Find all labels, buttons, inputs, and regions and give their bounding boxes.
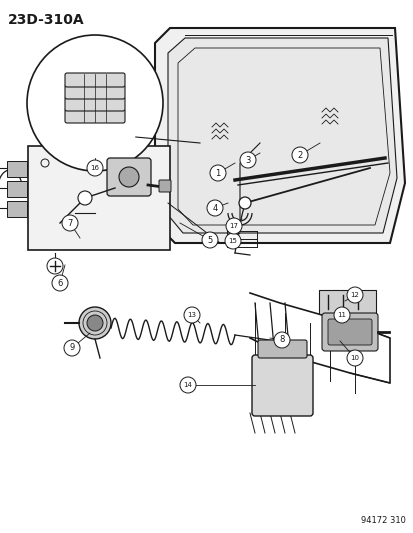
FancyBboxPatch shape <box>7 201 27 217</box>
FancyBboxPatch shape <box>65 109 125 123</box>
Text: 7: 7 <box>67 219 73 228</box>
Circle shape <box>87 160 103 176</box>
Circle shape <box>79 307 111 339</box>
Circle shape <box>183 307 199 323</box>
Text: 94172 310: 94172 310 <box>360 516 405 525</box>
Text: 17: 17 <box>229 223 238 229</box>
FancyBboxPatch shape <box>327 319 371 345</box>
Text: 13: 13 <box>187 312 196 318</box>
Polygon shape <box>154 28 404 243</box>
Circle shape <box>64 340 80 356</box>
Text: 3: 3 <box>245 156 250 165</box>
Text: 10: 10 <box>350 355 358 361</box>
Text: 23D-310A: 23D-310A <box>8 13 84 27</box>
Text: 6: 6 <box>57 279 62 287</box>
Text: 4: 4 <box>212 204 217 213</box>
FancyBboxPatch shape <box>65 73 125 87</box>
Circle shape <box>238 197 250 209</box>
Circle shape <box>273 332 289 348</box>
Circle shape <box>240 152 255 168</box>
Circle shape <box>209 165 225 181</box>
Circle shape <box>202 232 218 248</box>
Circle shape <box>52 275 68 291</box>
Text: 5: 5 <box>207 236 212 245</box>
Circle shape <box>87 315 103 331</box>
FancyBboxPatch shape <box>7 161 27 177</box>
Text: 12: 12 <box>350 292 358 298</box>
Circle shape <box>291 147 307 163</box>
FancyBboxPatch shape <box>321 313 377 351</box>
Circle shape <box>27 35 163 171</box>
FancyBboxPatch shape <box>28 146 170 250</box>
Circle shape <box>346 287 362 303</box>
FancyBboxPatch shape <box>65 85 125 99</box>
Circle shape <box>224 233 240 249</box>
Text: 11: 11 <box>337 312 346 318</box>
Circle shape <box>119 167 139 187</box>
Circle shape <box>225 218 242 234</box>
Circle shape <box>206 200 223 216</box>
FancyBboxPatch shape <box>257 340 306 358</box>
Circle shape <box>180 377 195 393</box>
Text: 8: 8 <box>279 335 284 344</box>
Text: 14: 14 <box>183 382 192 388</box>
FancyBboxPatch shape <box>65 97 125 111</box>
Circle shape <box>333 307 349 323</box>
Text: 9: 9 <box>69 343 74 352</box>
Text: 2: 2 <box>297 150 302 159</box>
FancyBboxPatch shape <box>107 158 151 196</box>
Text: 16: 16 <box>90 165 99 171</box>
FancyBboxPatch shape <box>159 180 171 192</box>
Circle shape <box>62 215 78 231</box>
Circle shape <box>78 191 92 205</box>
Circle shape <box>346 350 362 366</box>
Circle shape <box>47 258 63 274</box>
Polygon shape <box>168 38 396 233</box>
FancyBboxPatch shape <box>318 290 375 314</box>
FancyBboxPatch shape <box>252 355 312 416</box>
Text: 1: 1 <box>215 168 220 177</box>
FancyBboxPatch shape <box>7 181 27 197</box>
Text: 15: 15 <box>228 238 237 244</box>
